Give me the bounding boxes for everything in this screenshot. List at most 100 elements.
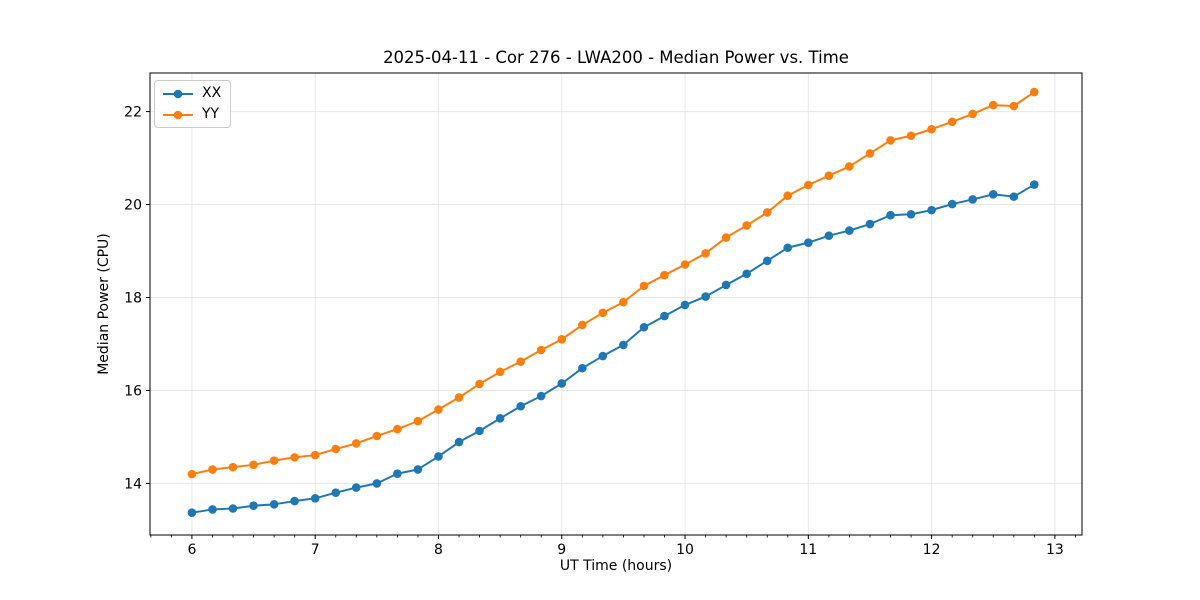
data-point-xx [988,190,998,199]
data-point-xx [762,256,772,266]
data-point-yy [434,405,443,414]
data-point-yy [475,379,484,389]
data-point-yy [351,439,361,448]
x-tick-label: 10 [676,542,694,558]
data-point-xx [413,465,423,474]
data-point-yy [208,465,217,474]
data-point-yy [413,416,423,426]
data-point-yy [290,453,299,462]
data-point-yy [804,180,813,190]
y-tick-label: 16 [124,383,142,399]
y-tick-label: 22 [124,105,142,121]
data-point-yy [310,450,320,460]
legend-line-marker-xx [163,89,193,98]
data-point-xx [228,504,238,513]
data-point-yy [536,345,546,355]
data-point-xx [557,379,567,388]
data-point-yy [598,308,608,318]
data-point-yy [187,469,197,479]
data-point-xx [578,363,587,373]
y-tick-label: 20 [124,198,142,214]
y-tick-label: 14 [124,476,142,492]
data-point-yy [845,162,854,171]
data-point-yy [578,320,587,330]
data-point-xx [475,426,484,436]
data-point-yy [1009,101,1019,111]
data-point-yy [269,456,279,465]
data-point-xx [639,322,649,332]
data-point-yy [927,124,936,134]
data-point-xx [516,401,526,411]
x-tick-label: 7 [311,542,320,558]
data-point-xx [742,269,751,279]
data-point-xx [495,414,505,423]
legend: XX YY [154,80,232,128]
data-point-yy [660,270,669,280]
data-point-xx [619,340,628,350]
data-point-yy [783,191,793,201]
data-point-xx [372,479,382,488]
data-point-xx [804,238,813,247]
series-line-xx [190,183,1036,514]
data-point-xx [249,501,258,511]
data-point-yy [721,233,731,242]
x-axis-label: UT Time (hours) [559,558,673,574]
data-point-xx [947,199,957,209]
data-point-xx [906,209,916,219]
data-point-yy [865,149,875,158]
data-point-yy [988,100,998,110]
data-point-xx [865,219,875,229]
legend-label-xx: XX [202,85,222,101]
data-point-xx [927,205,936,215]
data-point-yy [968,109,977,119]
data-point-xx [290,496,299,506]
data-point-xx [845,226,854,235]
data-point-xx [680,300,690,310]
data-point-yy [947,117,957,127]
y-axis-label: Median Power (CPU) [96,233,112,375]
data-point-yy [557,335,567,344]
legend-item-yy: YY [162,106,221,123]
x-tick-label: 13 [1046,542,1064,558]
data-point-xx [1029,180,1039,189]
data-point-xx [701,292,710,301]
series-line-yy [190,91,1036,476]
legend-line-marker-yy [163,110,193,119]
data-point-xx [886,210,895,220]
data-point-xx [598,351,608,361]
data-point-yy [701,249,710,258]
x-tick-label: 8 [434,542,443,558]
data-point-xx [187,508,197,517]
data-point-xx [331,488,341,498]
data-point-yy [639,281,649,291]
data-point-yy [393,424,402,434]
data-point-xx [660,311,669,321]
data-point-yy [495,367,505,377]
data-point-yy [742,221,751,230]
data-point-xx [434,452,443,461]
data-point-xx [269,500,279,509]
data-point-yy [1029,87,1039,97]
data-point-xx [393,469,402,478]
data-point-xx [351,483,361,492]
data-point-xx [783,243,793,253]
data-point-yy [619,297,628,307]
data-point-xx [454,437,464,447]
data-point-yy [680,260,690,269]
x-tick-label: 6 [187,542,196,558]
data-point-yy [762,208,772,217]
data-point-yy [228,462,238,472]
x-tick-label: 12 [923,542,941,558]
data-point-xx [721,280,731,290]
data-point-yy [824,171,834,181]
data-point-yy [516,357,526,366]
chart-title: 2025-04-11 - Cor 276 - LWA200 - Median P… [383,48,849,67]
x-tick-label: 9 [557,542,566,558]
data-point-xx [310,493,320,503]
data-point-yy [331,444,341,454]
data-point-yy [249,460,258,470]
data-point-xx [536,391,546,401]
data-point-xx [1009,192,1019,201]
